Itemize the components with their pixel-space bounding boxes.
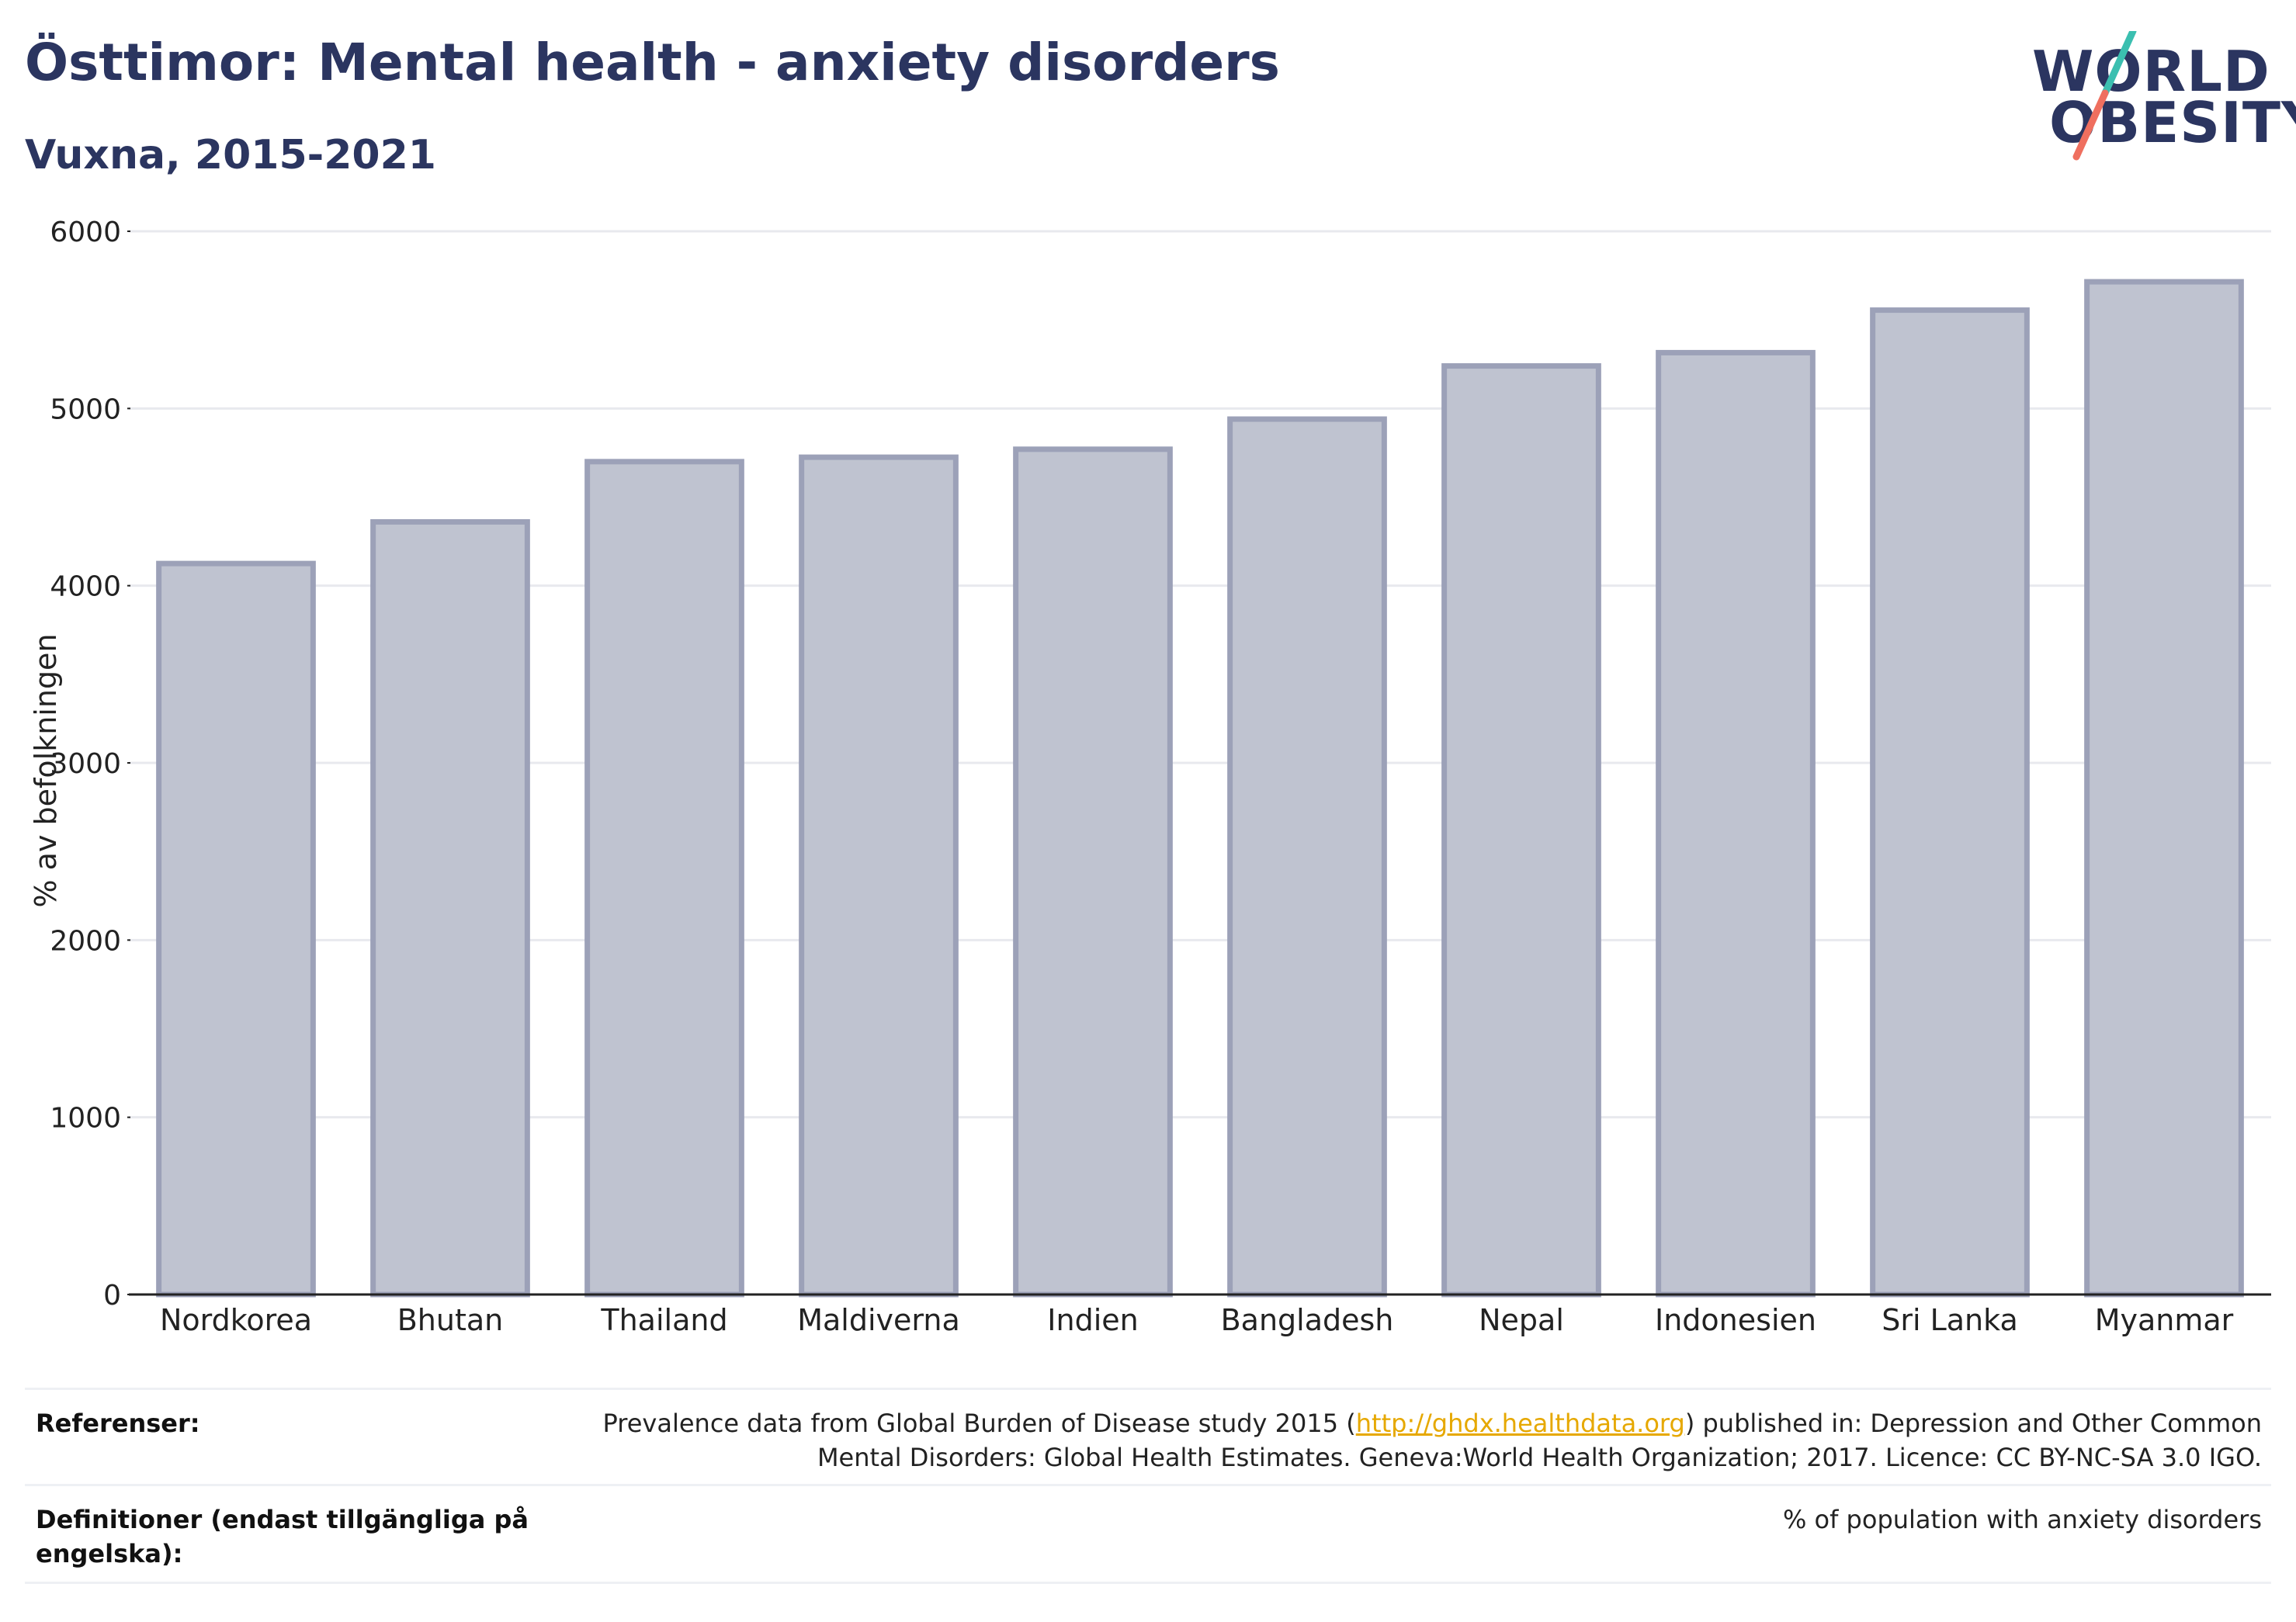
references-middle-divider bbox=[25, 1484, 2271, 1486]
x-tick-label: Nepal bbox=[1479, 1303, 1564, 1337]
logo-slash-icon bbox=[2072, 31, 2137, 161]
y-axis-label: % av befolkningen bbox=[29, 633, 63, 907]
x-tick-label: Myanmar bbox=[2095, 1303, 2234, 1337]
x-tick-labels: Nordkorea Bhutan Thailand Maldiverna Indien B… bbox=[160, 1303, 2234, 1337]
bar-myanmar[interactable] bbox=[2084, 279, 2244, 1298]
references-label: Referenser: bbox=[36, 1409, 200, 1438]
x-tick-label: Indonesien bbox=[1655, 1303, 1816, 1337]
references-text-after: ) published in: Depression and Other Com… bbox=[817, 1409, 2262, 1472]
x-tick-label: Indien bbox=[1047, 1303, 1138, 1337]
chart-title: Östtimor: Mental health - anxiety disord… bbox=[25, 33, 1280, 92]
references-link[interactable]: http://ghdx.healthdata.org bbox=[1355, 1409, 1685, 1438]
bar-chart: 0 1000 2000 3000 4000 5000 6000 Nordkorea Bhuta… bbox=[29, 217, 2271, 1337]
y-tick-label: 2000 bbox=[50, 925, 121, 957]
bar-nepal[interactable] bbox=[1441, 363, 1601, 1298]
chart-subtitle: Vuxna, 2015-2021 bbox=[25, 132, 436, 178]
y-tick-label: 5000 bbox=[50, 393, 121, 425]
bars bbox=[156, 279, 2244, 1298]
world-obesity-logo: WORLD OBESITY bbox=[2018, 31, 2296, 171]
x-tick-label: Nordkorea bbox=[160, 1303, 312, 1337]
y-tick-label: 4000 bbox=[50, 571, 121, 603]
x-tick-label: Bhutan bbox=[397, 1303, 504, 1337]
logo-line-1: WORLD bbox=[2032, 39, 2270, 104]
bar-nordkorea[interactable] bbox=[156, 560, 316, 1298]
bar-thailand[interactable] bbox=[584, 459, 744, 1298]
y-tick-label: 1000 bbox=[50, 1103, 121, 1135]
y-tick-labels: 0 1000 2000 3000 4000 5000 6000 bbox=[50, 217, 130, 1312]
x-tick-label: Maldiverna bbox=[797, 1303, 960, 1337]
bar-maldiverna[interactable] bbox=[799, 454, 959, 1298]
bar-bangladesh[interactable] bbox=[1227, 416, 1387, 1298]
references-top-divider bbox=[25, 1388, 2271, 1390]
bar-bhutan[interactable] bbox=[370, 518, 530, 1298]
bar-indien[interactable] bbox=[1013, 446, 1173, 1298]
bar-sri-lanka[interactable] bbox=[1870, 307, 2030, 1298]
references-text: Prevalence data from Global Burden of Di… bbox=[554, 1406, 2262, 1475]
y-tick-label: 6000 bbox=[50, 217, 121, 248]
x-tick-label: Sri Lanka bbox=[1882, 1303, 2018, 1337]
definitions-label: Definitioner (endast tillgängliga på eng… bbox=[36, 1505, 529, 1568]
x-tick-label: Thailand bbox=[600, 1303, 727, 1337]
y-tick-label: 0 bbox=[103, 1280, 121, 1312]
references-bottom-divider bbox=[25, 1582, 2271, 1584]
references-text-before: Prevalence data from Global Burden of Di… bbox=[602, 1409, 1356, 1438]
x-tick-label: Bangladesh bbox=[1221, 1303, 1394, 1337]
definitions-text: % of population with anxiety disorders bbox=[1782, 1505, 2262, 1534]
bar-indonesien[interactable] bbox=[1656, 349, 1816, 1298]
y-tick-label: 3000 bbox=[50, 748, 121, 780]
